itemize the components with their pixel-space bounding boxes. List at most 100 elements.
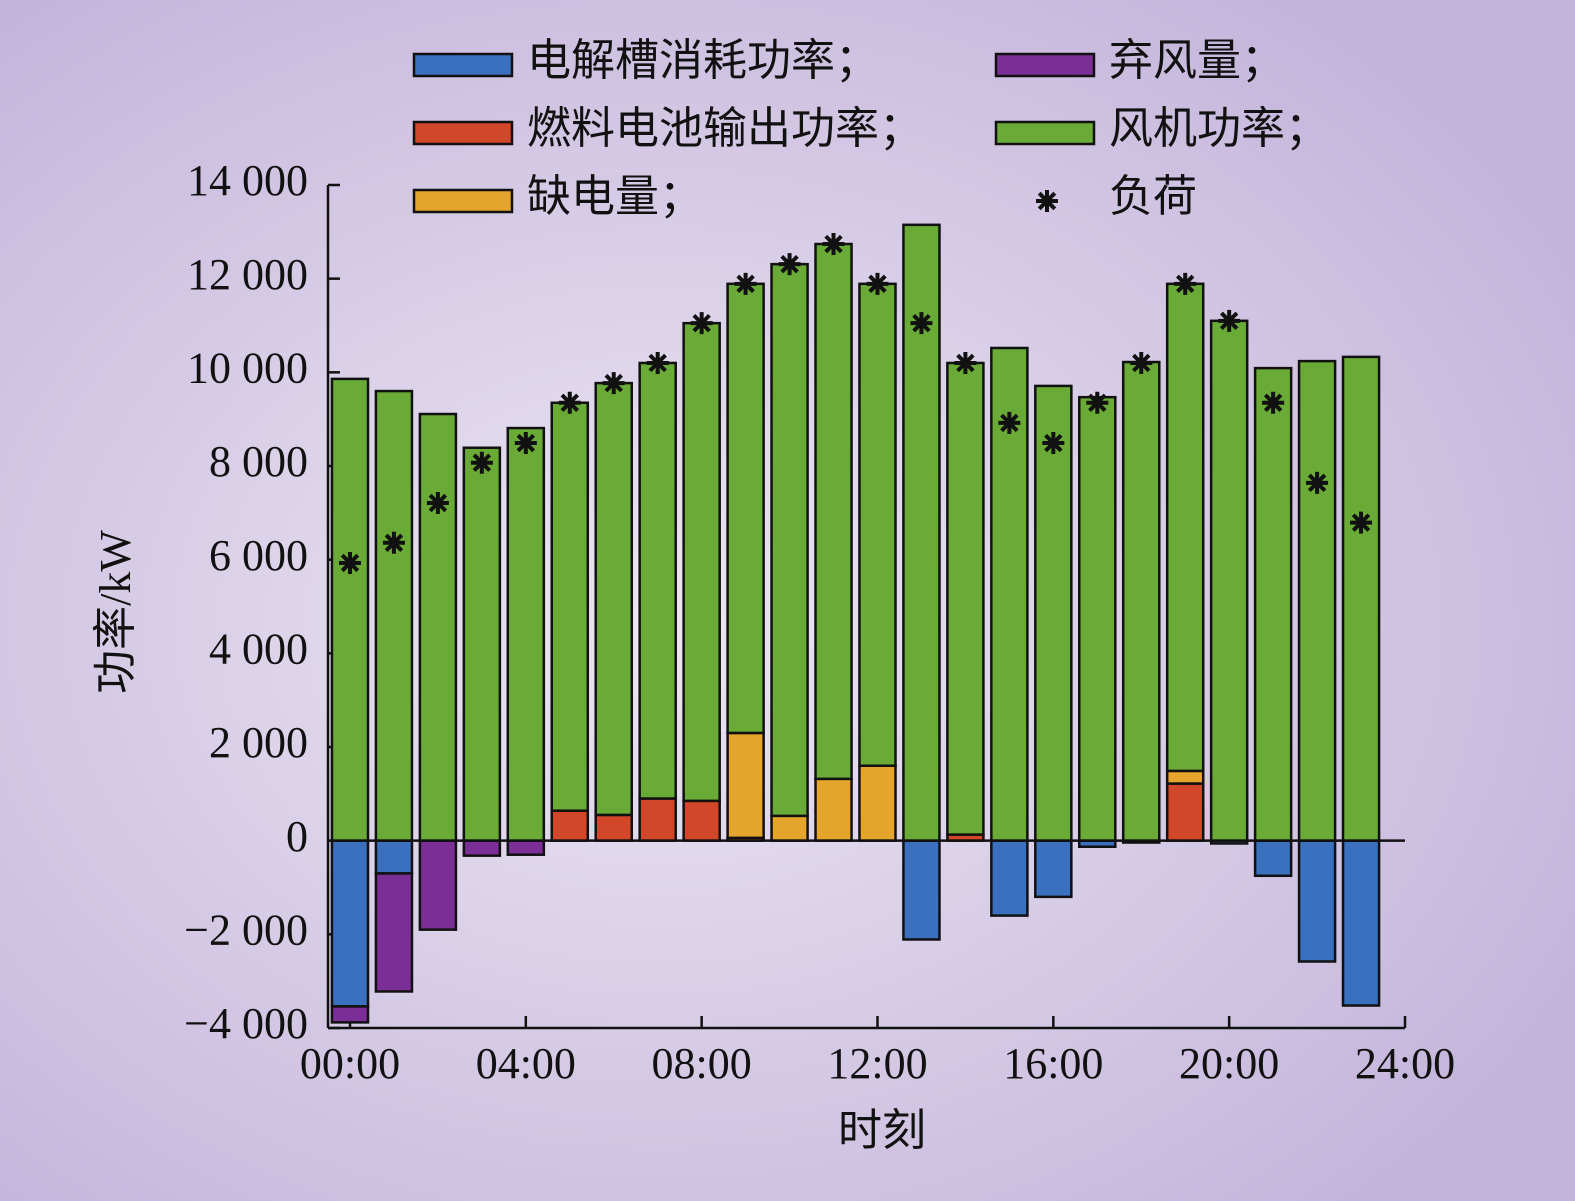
load-marker xyxy=(1174,272,1197,295)
bar-segment xyxy=(374,839,414,875)
legend-label: 风机功率； xyxy=(1109,104,1329,153)
legend-label: 弃风量； xyxy=(1109,36,1285,85)
legend-label: 负荷 xyxy=(1109,172,1197,221)
load-marker xyxy=(514,432,537,455)
bar-segment xyxy=(1341,355,1381,842)
bar-segment xyxy=(506,426,546,842)
y-tick-label: 14 000 xyxy=(187,156,308,205)
load-marker xyxy=(1350,511,1373,534)
bar-segment xyxy=(946,361,985,836)
bar-segment xyxy=(374,389,414,842)
legend-swatch xyxy=(994,52,1096,78)
load-marker xyxy=(1036,190,1058,212)
bar-segment xyxy=(1121,360,1161,842)
bar-segment xyxy=(1078,395,1117,842)
x-tick-label: 20:00 xyxy=(1179,1039,1279,1088)
bar-segment xyxy=(374,872,414,993)
load-marker xyxy=(558,391,581,414)
y-tick-label: 0 xyxy=(286,812,308,861)
bar-segment xyxy=(1034,384,1073,842)
bar-segment xyxy=(330,1005,370,1024)
load-marker xyxy=(1130,351,1153,374)
bar-segment xyxy=(1297,839,1337,963)
load-marker xyxy=(1086,391,1109,414)
legend-swatch xyxy=(994,120,1096,146)
load-marker xyxy=(778,253,801,276)
bar-segment xyxy=(726,731,765,840)
load-marker xyxy=(734,272,757,295)
load-marker xyxy=(822,233,845,256)
bar-segment xyxy=(1165,782,1205,842)
bar-segment xyxy=(1253,839,1293,878)
bar-segment xyxy=(1297,359,1337,842)
bar-segment xyxy=(814,242,853,781)
bar-segment xyxy=(594,381,634,817)
load-marker xyxy=(602,372,625,395)
bar-segment xyxy=(902,839,941,941)
bar-segment xyxy=(1034,839,1073,899)
load-marker xyxy=(426,491,449,514)
y-tick-label: 10 000 xyxy=(187,343,308,392)
bar-segment xyxy=(462,839,502,857)
load-marker xyxy=(1042,432,1065,455)
x-tick-label: 04:00 xyxy=(476,1039,576,1088)
bar-segment xyxy=(858,764,897,842)
bar-segment xyxy=(418,412,458,842)
bar-segment xyxy=(594,813,634,842)
bar-segment xyxy=(418,839,458,931)
y-tick-label: −2 000 xyxy=(184,905,308,954)
y-tick-label: −4 000 xyxy=(184,999,308,1048)
legend-swatch xyxy=(412,52,514,78)
bar-segment xyxy=(1209,319,1249,842)
bar-segment xyxy=(638,361,677,800)
x-axis-label: 时刻 xyxy=(838,1106,926,1155)
y-tick-label: 12 000 xyxy=(187,250,308,299)
bar-segment xyxy=(770,814,809,842)
load-marker xyxy=(382,531,405,554)
bar-segment xyxy=(638,797,677,842)
y-axis-label: 功率/kW xyxy=(91,530,140,694)
legend-label: 燃料电池输出功率； xyxy=(527,104,923,153)
bar-segment xyxy=(682,321,721,803)
legend-label: 缺电量； xyxy=(527,172,703,221)
bar-segment xyxy=(858,282,897,767)
bar-segment xyxy=(770,262,809,818)
y-tick-label: 2 000 xyxy=(209,718,308,767)
bar-segment xyxy=(550,809,590,842)
load-marker xyxy=(690,312,713,335)
bar-segment xyxy=(330,839,370,1008)
bar-segment xyxy=(1165,282,1205,773)
load-marker xyxy=(646,351,669,374)
legend-swatch xyxy=(412,120,514,146)
y-tick-label: 6 000 xyxy=(209,531,308,580)
bar-segment xyxy=(506,839,546,856)
x-tick-label: 08:00 xyxy=(652,1039,752,1088)
bar-segment xyxy=(1253,366,1293,842)
bar-segment xyxy=(990,839,1029,917)
y-tick-label: 8 000 xyxy=(209,437,308,486)
load-marker xyxy=(954,351,977,374)
bar-segment xyxy=(330,377,370,842)
x-tick-label: 24:00 xyxy=(1355,1039,1455,1088)
bar-segment xyxy=(462,446,502,842)
x-tick-label: 16:00 xyxy=(1003,1039,1103,1088)
load-marker xyxy=(1218,309,1241,332)
bar-segment xyxy=(682,799,721,842)
bar-segment xyxy=(550,401,590,812)
load-marker xyxy=(338,551,361,574)
x-tick-label: 12:00 xyxy=(827,1039,927,1088)
bar-segment xyxy=(1341,839,1381,1007)
x-tick-label: 00:00 xyxy=(300,1039,400,1088)
load-marker xyxy=(470,451,493,474)
legend-label: 电解槽消耗功率； xyxy=(527,36,879,85)
load-marker xyxy=(910,312,933,335)
y-tick-label: 4 000 xyxy=(209,624,308,673)
load-marker xyxy=(998,411,1021,434)
load-marker xyxy=(866,272,889,295)
load-marker xyxy=(1306,471,1329,494)
bar-segment xyxy=(814,777,853,842)
bar-segment xyxy=(726,282,765,735)
bar-segment xyxy=(1165,769,1205,785)
